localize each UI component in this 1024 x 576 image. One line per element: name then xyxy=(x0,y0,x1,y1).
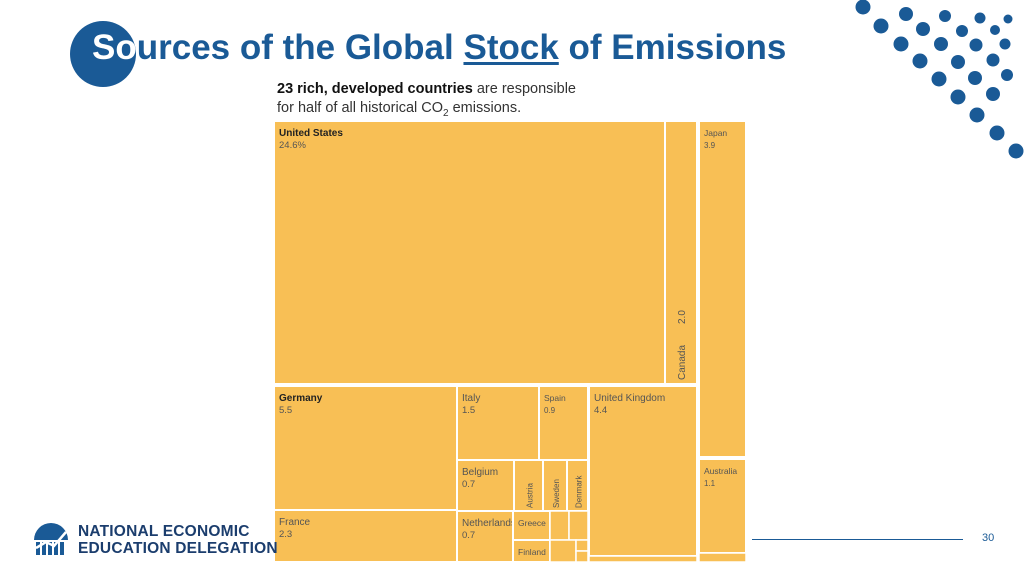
decorative-dots xyxy=(855,0,1024,159)
value-germany: 5.5 xyxy=(279,405,292,416)
label-finland: Finland xyxy=(518,547,546,557)
cell-small-unlabeled xyxy=(588,555,698,563)
org-line-1: NATIONAL ECONOMIC xyxy=(78,523,250,540)
value-italy: 1.5 xyxy=(462,405,475,416)
value-united-kingdom: 4.4 xyxy=(594,405,607,416)
label-france: France xyxy=(279,517,311,528)
cell-japan xyxy=(698,120,747,458)
label-united-kingdom: United Kingdom xyxy=(594,393,665,404)
label-australia: Australia xyxy=(704,466,737,476)
label-united-states: United States xyxy=(279,128,343,139)
label-denmark: Denmark xyxy=(575,475,584,508)
value-belgium: 0.7 xyxy=(462,479,475,490)
subtitle-rest: are responsible xyxy=(472,81,576,97)
label-italy: Italy xyxy=(462,393,480,404)
subtitle-line2-end: emissions. xyxy=(448,100,522,116)
label-netherlands: Netherlands xyxy=(462,518,516,529)
label-greece: Greece xyxy=(518,518,546,528)
value-france: 2.3 xyxy=(279,529,292,540)
cell-germany xyxy=(273,385,458,511)
subtitle-bold: 23 rich, developed countries xyxy=(277,81,473,97)
cell-small-unlabeled xyxy=(549,539,577,563)
value-netherlands: 0.7 xyxy=(462,530,475,541)
cell-small-unlabeled xyxy=(568,510,589,541)
footer-divider xyxy=(752,539,963,540)
label-spain: Spain xyxy=(544,393,566,403)
value-australia: 1.1 xyxy=(704,479,716,488)
title-prefix: So xyxy=(92,28,137,67)
title-suffix: of Emissions xyxy=(558,28,787,67)
value-canada: 2.0 xyxy=(677,310,688,324)
chart-subtitle: 23 rich, developed countries are respons… xyxy=(277,80,576,123)
cell-small-unlabeled xyxy=(575,539,589,552)
cell-australia xyxy=(698,458,747,554)
label-germany: Germany xyxy=(279,393,323,404)
value-japan: 3.9 xyxy=(704,141,716,150)
cell-france xyxy=(273,509,458,563)
cell-small-unlabeled xyxy=(575,550,589,563)
title-circle-decoration xyxy=(70,21,136,87)
subtitle-subscript: 2 xyxy=(443,107,449,119)
cell-sweden xyxy=(542,459,568,512)
cell-small-unlabeled xyxy=(549,510,570,541)
org-line-2: EDUCATION DELEGATION xyxy=(78,540,278,557)
slide-title: Sources of the Global Stock of Emissions xyxy=(92,28,786,68)
page-number: 30 xyxy=(982,532,995,544)
label-belgium: Belgium xyxy=(462,467,498,478)
label-sweden: Sweden xyxy=(552,479,561,508)
cell-canada xyxy=(664,120,698,385)
value-united-states: 24.6% xyxy=(279,140,306,151)
title-stock: Stock xyxy=(463,28,559,67)
cell-united-states xyxy=(273,120,666,385)
value-spain: 0.9 xyxy=(544,406,556,415)
organization-logo-icon xyxy=(34,523,68,555)
label-austria: Austria xyxy=(526,483,535,508)
organization-name: NATIONAL ECONOMIC EDUCATION DELEGATION xyxy=(78,523,278,557)
label-canada: Canada xyxy=(677,345,688,380)
title-middle: urces of the Global xyxy=(136,28,464,67)
label-japan: Japan xyxy=(704,128,727,138)
subtitle-line2: for half of all historical CO xyxy=(277,100,444,116)
cell-netherlands xyxy=(456,510,514,563)
cell-small-unlabeled xyxy=(698,552,747,563)
